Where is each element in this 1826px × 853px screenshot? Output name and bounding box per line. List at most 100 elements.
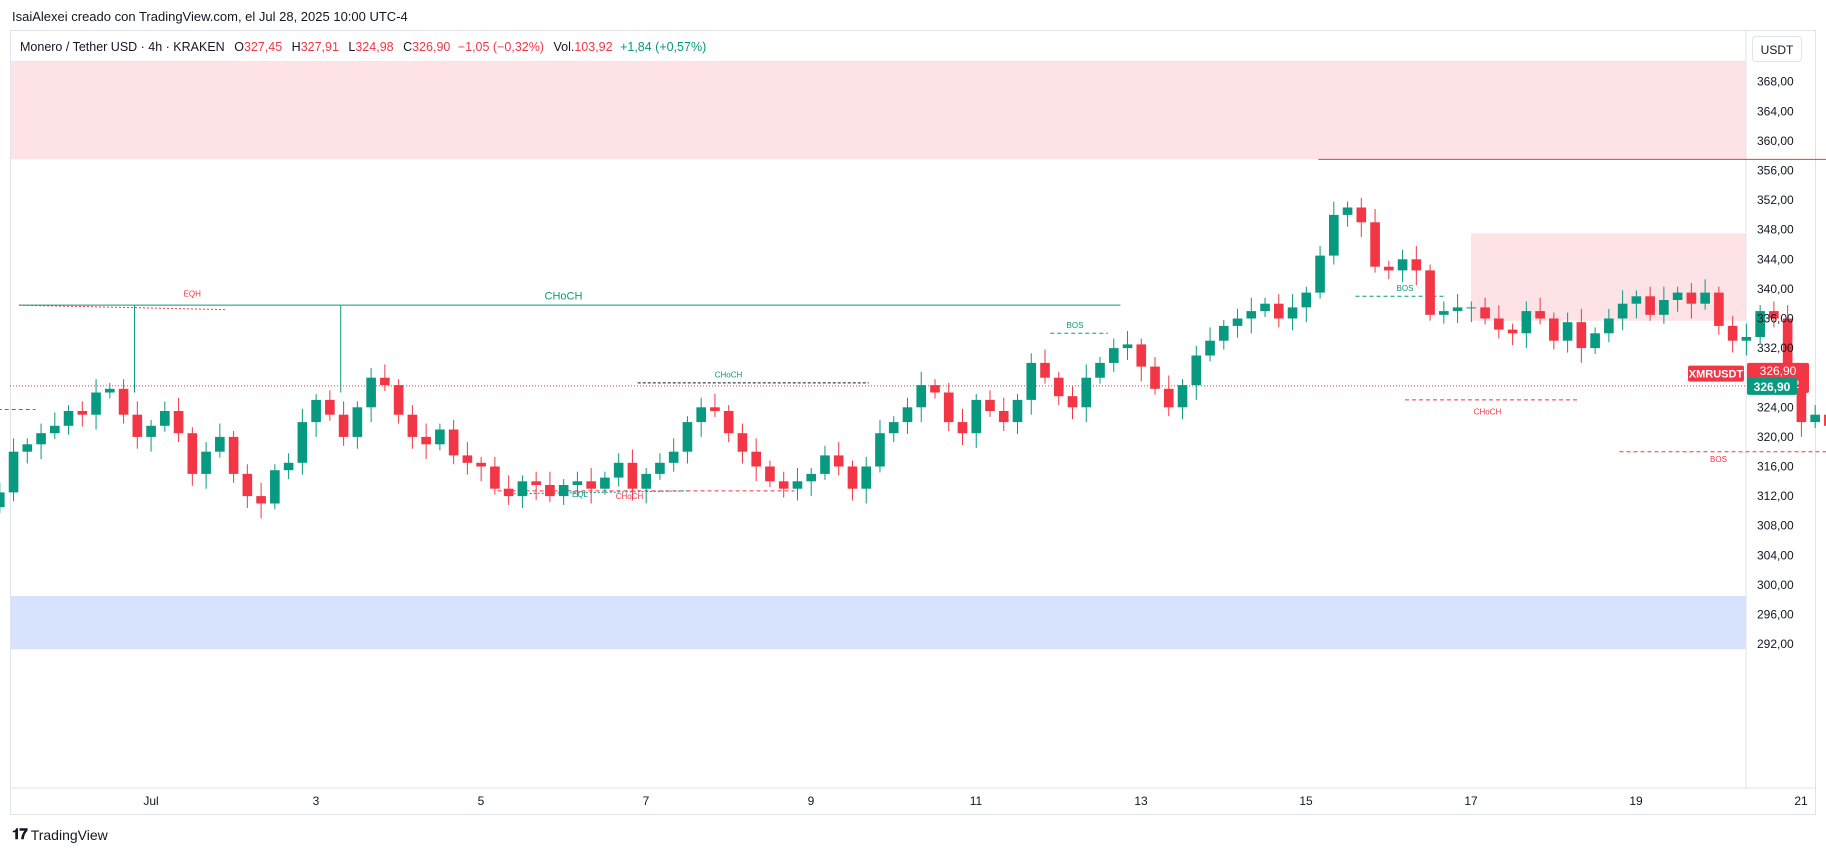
open-label: O [234,40,244,54]
symbol-name[interactable]: Monero / Tether USD · 4h · KRAKEN [20,40,225,54]
currency-button[interactable]: USDT [1752,36,1802,62]
candle [1562,312,1573,353]
annotation-labels-layer: CHoCHBOSBOSBOSCHoCHCHoCHCHoCHBOSCHoCHEQH… [184,284,1727,501]
candle [861,456,872,504]
candle-body [77,411,88,415]
candle [1755,305,1765,343]
candle [228,430,239,483]
choch-label-big: CHoCH [545,290,583,302]
y-tick-label: 296,00 [1757,608,1794,622]
candle-body [242,473,253,497]
y-tick-label: 364,00 [1757,104,1794,118]
candle-body [1191,355,1202,386]
candle [215,423,225,458]
candle [22,438,33,464]
candle [641,467,651,504]
candle-body [1163,388,1174,408]
candle-body [297,422,308,463]
candle [1631,290,1642,319]
candle-body [517,481,528,497]
candle-body [1328,214,1339,256]
x-tick-label: 19 [1629,794,1643,808]
candle [1425,264,1435,321]
candle-body [1095,362,1105,378]
candle-body [1824,414,1826,426]
candle-body [1480,307,1490,319]
volume-value: 103,92 [574,40,613,54]
volume-change: +1,84 (+0,57%) [620,40,707,54]
candle-body [1067,396,1078,408]
candle-body [1617,303,1628,319]
candle [558,479,569,505]
close-marker-badge [1747,377,1797,395]
candle-body [682,422,693,452]
candle-body [1411,259,1422,271]
candle-body [1521,311,1532,334]
candle-body [1439,311,1449,315]
bos-label-red: BOS [1710,455,1727,464]
candle-body [380,377,390,386]
candle-body [1315,255,1325,293]
candle-body [462,455,473,463]
candle-body [820,455,830,474]
candle-body [173,411,184,434]
candle-body [985,399,995,411]
candle [655,453,665,480]
candle-body [1205,340,1215,356]
candle-body [283,462,294,471]
candle [1604,308,1614,343]
price-axis-layer: 368,00 364,00 360,00 356,00 352,00 348,00 344,… [143,75,1809,808]
candle-body [1177,385,1188,408]
candle-body [1645,296,1655,315]
last-price-value: 326,90 [1760,364,1797,378]
candle-body [1081,377,1092,408]
candle [393,379,404,424]
candle [1232,308,1243,338]
candle [1287,294,1298,331]
candle-body [916,385,927,408]
candle [0,482,5,514]
candle [1494,305,1504,339]
y-tick-label: 360,00 [1757,134,1794,148]
candle [1067,386,1078,420]
candle [517,475,528,508]
open-value: 327,45 [243,40,283,54]
candle-body [1631,296,1642,304]
candle-body [1659,300,1669,315]
candle-body [105,388,115,393]
candle-body [1810,414,1820,423]
candle-body [201,451,211,474]
candle [682,416,693,464]
candle [132,401,143,449]
footer-branding[interactable]: 𝟏𝟕 TradingView [12,826,108,843]
x-tick-label: 9 [808,794,815,808]
candle-body [228,436,239,474]
low-value: 324,98 [355,40,394,54]
candle-body [325,399,335,415]
candle [201,442,211,489]
ohlc-legend: Monero / Tether USD · 4h · KRAKEN O327,4… [20,40,706,54]
candle [1136,338,1147,382]
candle-body [338,414,349,437]
x-tick-label: 21 [1794,794,1808,808]
zones-layer [11,60,1746,650]
candle-body [1549,318,1559,341]
y-tick-label: 348,00 [1757,223,1794,237]
candle-body [627,462,638,489]
structure-lines-layer [0,158,1826,495]
candle [283,453,294,480]
candle [311,393,321,437]
close-label: C [403,40,413,54]
candle [1645,286,1655,321]
candle [1273,294,1284,328]
candle [1356,197,1367,238]
candle-body [1466,307,1477,309]
candle-body [723,411,734,434]
candle-body [476,462,486,467]
candle [187,427,198,486]
x-tick-label: 3 [313,794,320,808]
candle [462,442,473,475]
y-tick-label: 300,00 [1757,578,1794,592]
candle [435,423,445,451]
